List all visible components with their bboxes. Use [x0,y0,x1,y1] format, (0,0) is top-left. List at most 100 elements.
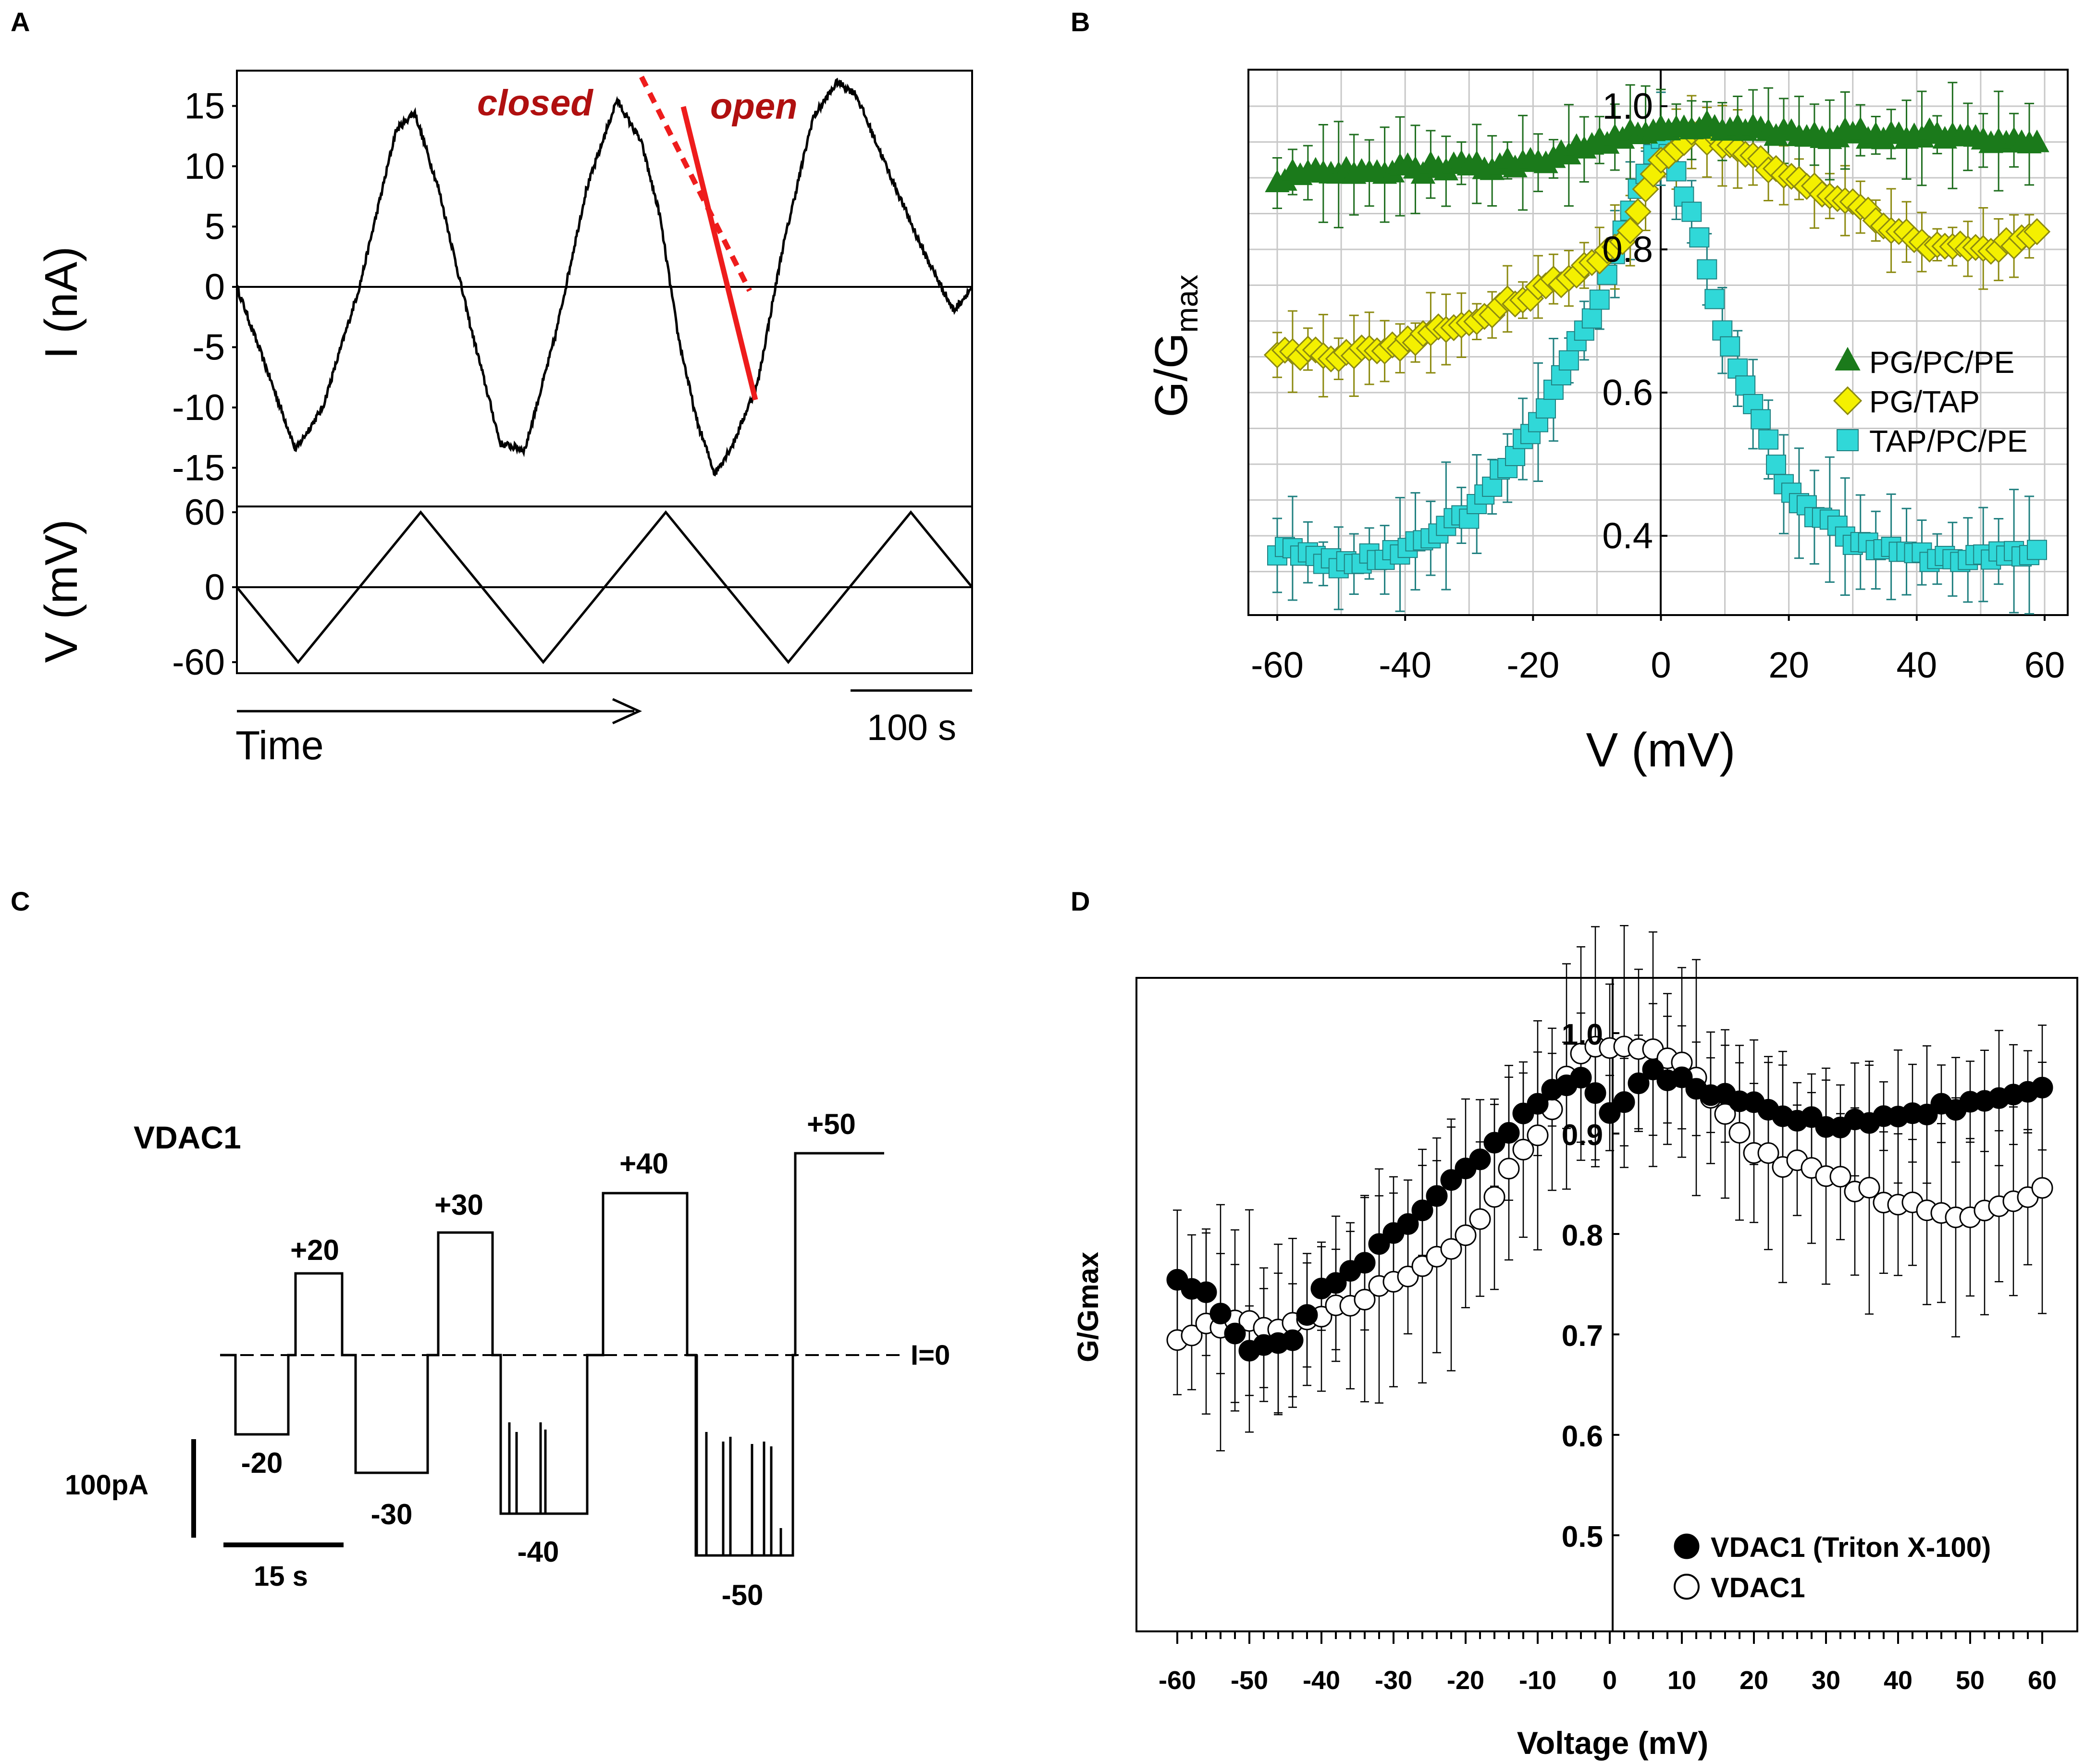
d-y-tick-label: 0.8 [1562,1219,1603,1252]
d-x-tick-label: -30 [1375,1666,1412,1695]
b-marker-pg-tap [1624,198,1652,225]
voltage-y-ticks: 60 0 -60 [172,492,237,683]
panel-b: B 1.0 0.8 0.6 0.4 -60 -40 -20 0 20 40 60 PG/PC/PE… [1071,7,2069,777]
time-arrow-head [612,698,642,725]
voltage-trace [236,510,973,664]
d-marker-vdac1 [1181,1324,1203,1346]
voltage-tick-label: 60 [184,492,225,533]
d-marker-triton [1224,1322,1246,1345]
d-marker-triton [1411,1199,1433,1221]
c-zero-label: I=0 [911,1340,950,1371]
d-marker-vdac1 [1728,1122,1751,1144]
d-y-tick-label: 0.7 [1562,1320,1603,1353]
b-marker-tap-pc-pe [1697,259,1717,280]
b-x-tick-label: -60 [1251,645,1304,686]
c-current-trace [220,1152,884,1557]
panel-d: D 1.0 0.9 0.8 0.7 0.6 0.5 -60 -50 -40 -30 -20 -10 0… [1071,886,2078,1761]
b-x-tick-label: -40 [1379,645,1431,686]
panel-a: A 15 10 5 0 -5 -10 -15 closed open 60 0 -60 I (n… [11,7,973,768]
d-x-tick-label: 10 [1667,1666,1696,1695]
b-legend-square-icon [1837,429,1859,451]
b-plot-frame [1247,69,2069,616]
d-marker-vdac1 [1483,1186,1505,1208]
d-legend-label: VDAC1 [1711,1572,1805,1604]
d-marker-triton [1209,1303,1232,1325]
d-marker-triton [2031,1076,2053,1098]
b-marker-tap-pc-pe [1482,476,1503,497]
c-step-label: +50 [807,1108,856,1140]
d-legend: VDAC1 (Triton X-100) VDAC1 [1674,1532,1991,1604]
d-marker-triton [1195,1281,1217,1303]
b-legend-label: PG/TAP [1869,384,1980,419]
b-x-tick-label: 20 [1768,645,1809,686]
d-marker-vdac1 [1354,1289,1376,1311]
d-marker-triton [1584,1082,1606,1104]
voltage-plot-frame [236,506,973,674]
d-marker-triton [1642,1059,1664,1081]
panel-letter-b: B [1071,7,1090,37]
b-marker-tap-pc-pe [1720,336,1740,357]
open-fit-line [680,106,758,401]
c-current-scale-label: 100pA [65,1469,148,1501]
c-step-label: +20 [290,1234,339,1266]
b-markers [1263,110,2051,579]
c-step-label: -50 [722,1579,764,1611]
d-marker-triton [1628,1072,1650,1094]
b-x-tick-label: 40 [1897,645,1937,686]
d-marker-vdac1 [2031,1177,2053,1199]
b-marker-pg-pc-pe [2024,129,2049,152]
current-tick-label: 0 [205,267,225,308]
b-x-tick-label: 0 [1651,645,1671,686]
d-marker-vdac1 [1527,1124,1549,1147]
b-x-tick-label: -20 [1506,645,1559,686]
c-step-label: -20 [241,1447,283,1479]
time-scalebar-label: 100 s [867,707,956,748]
voltage-axis-label: V (mV) [36,519,87,663]
c-step-label: -30 [371,1498,413,1530]
d-marker-triton [1469,1148,1491,1171]
b-marker-tap-pc-pe [1751,409,1771,430]
b-x-ticks: -60 -40 -20 0 20 40 60 [1251,615,2065,686]
current-tick-label: 5 [205,207,225,247]
d-error-bars [1173,925,2047,1452]
b-marker-tap-pc-pe [1505,445,1526,466]
b-x-tick-label: 60 [2024,645,2065,686]
current-trace [235,77,973,477]
b-yaxis-label-sub: max [1170,275,1204,333]
closed-label: closed [477,83,593,123]
current-tick-label: 10 [184,146,225,187]
b-marker-tap-pc-pe [2027,540,2048,560]
c-step-label: +40 [619,1147,668,1180]
current-tick-label: -15 [172,448,225,489]
d-x-tick-label: 40 [1884,1666,1912,1695]
c-step-label: -40 [518,1536,559,1568]
d-marker-triton [1282,1329,1304,1351]
b-marker-tap-pc-pe [1558,350,1579,371]
current-axis-label: I (nA) [36,247,87,359]
d-marker-vdac1 [1440,1238,1462,1260]
d-marker-triton [1296,1304,1318,1326]
d-marker-triton [1599,1102,1621,1124]
b-y-ticks: 1.0 0.8 0.6 0.4 [1602,86,1667,556]
d-marker-triton [1527,1093,1549,1115]
b-legend-label: TAP/PC/PE [1869,424,2028,458]
d-x-tick-label: 30 [1812,1666,1840,1695]
b-legend-label: PG/PC/PE [1869,345,2014,380]
d-marker-triton [1368,1233,1390,1255]
d-marker-triton [1916,1103,1938,1125]
b-xaxis-label: V (mV) [1586,723,1735,777]
d-x-tick-label: 0 [1603,1666,1617,1695]
d-marker-triton [1426,1185,1448,1207]
d-marker-vdac1 [1469,1208,1491,1230]
d-marker-triton [1354,1252,1376,1274]
current-y-ticks: 15 10 5 0 -5 -10 -15 [172,86,237,489]
d-markers [1166,1036,2053,1362]
d-x-tick-label: -10 [1519,1666,1556,1695]
d-x-ticks: -60 -50 -40 -30 -20 -10 0 10 20 30 40 50 60 [1159,1631,2057,1695]
d-x-tick-label: 20 [1740,1666,1768,1695]
current-tick-label: 15 [184,86,225,127]
b-marker-tap-pc-pe [1704,289,1725,309]
current-tick-label: -5 [192,327,225,368]
d-x-tick-label: -40 [1303,1666,1340,1695]
d-marker-vdac1 [1858,1177,1880,1199]
